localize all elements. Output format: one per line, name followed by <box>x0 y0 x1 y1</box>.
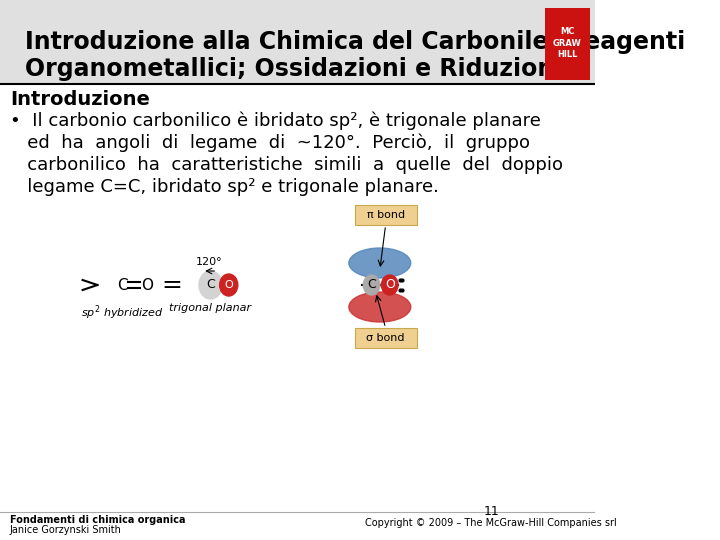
Text: Copyright © 2009 – The McGraw-Hill Companies srl: Copyright © 2009 – The McGraw-Hill Compa… <box>366 518 617 528</box>
Text: •  Il carbonio carbonilico è ibridato sp², è trigonale planare: • Il carbonio carbonilico è ibridato sp²… <box>10 112 541 131</box>
Text: σ bond: σ bond <box>366 333 405 343</box>
Text: MC
GRAW
HILL: MC GRAW HILL <box>553 26 582 59</box>
Text: Fondamenti di chimica organica: Fondamenti di chimica organica <box>10 515 186 525</box>
Bar <box>545 8 590 80</box>
Circle shape <box>220 274 238 296</box>
Circle shape <box>199 271 222 299</box>
Text: O: O <box>141 278 153 293</box>
Text: C: C <box>367 279 376 292</box>
Bar <box>355 205 417 225</box>
Text: $sp^2$ hybridized: $sp^2$ hybridized <box>81 303 163 322</box>
Text: C: C <box>117 278 127 293</box>
Text: =: = <box>161 273 182 297</box>
Text: Introduzione alla Chimica del Carbonile; Reagenti: Introduzione alla Chimica del Carbonile;… <box>24 30 685 54</box>
Text: carbonilico  ha  caratteristiche  simili  a  quelle  del  doppio: carbonilico ha caratteristiche simili a … <box>10 156 563 174</box>
Text: Organometallici; Ossidazioni e Riduzioni: Organometallici; Ossidazioni e Riduzioni <box>24 57 562 81</box>
Text: O: O <box>384 279 395 292</box>
Bar <box>355 328 417 348</box>
Text: 120°: 120° <box>196 257 222 267</box>
Text: C: C <box>206 278 215 291</box>
Text: trigonal planar: trigonal planar <box>169 303 251 313</box>
Text: π bond: π bond <box>366 210 405 220</box>
Text: ed  ha  angoli  di  legame  di  ~120°.  Perciò,  il  gruppo: ed ha angoli di legame di ~120°. Perciò,… <box>10 134 530 152</box>
Ellipse shape <box>349 248 411 278</box>
Text: Janice Gorzynski Smith: Janice Gorzynski Smith <box>10 525 122 535</box>
Bar <box>0 0 595 85</box>
Circle shape <box>382 275 398 295</box>
Text: legame C=C, ibridato sp² e trigonale planare.: legame C=C, ibridato sp² e trigonale pla… <box>10 178 438 196</box>
Ellipse shape <box>349 292 411 322</box>
Text: Introduzione: Introduzione <box>10 90 150 109</box>
Circle shape <box>364 275 380 295</box>
Text: 11: 11 <box>483 505 499 518</box>
Text: O: O <box>225 280 233 290</box>
Bar <box>70 210 508 355</box>
